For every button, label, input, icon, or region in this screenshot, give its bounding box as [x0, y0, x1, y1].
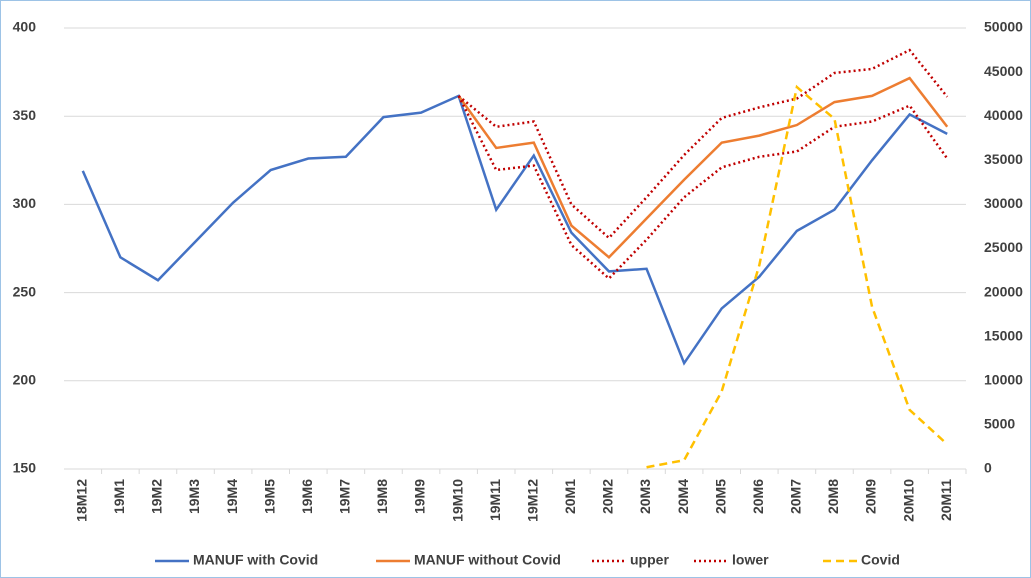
x-tick-label: 20M7: [788, 479, 804, 514]
y2-tick-label: 45000: [984, 63, 1023, 79]
y2-tick-label: 10000: [984, 372, 1023, 388]
x-tick-label: 19M9: [412, 479, 428, 514]
x-tick-label: 20M5: [712, 479, 728, 514]
y-tick-label: 200: [13, 372, 37, 388]
legend-label: lower: [732, 552, 769, 568]
y2-tick-label: 15000: [984, 327, 1023, 343]
y-tick-label: 350: [13, 107, 37, 123]
y-tick-label: 400: [13, 19, 37, 35]
x-tick-label: 20M9: [863, 479, 879, 514]
series-line: [457, 95, 949, 281]
y-tick-label: 250: [13, 283, 37, 299]
legend-label: upper: [630, 552, 669, 568]
x-tick-label: 19M5: [261, 479, 277, 514]
legend-label: MANUF without Covid: [414, 552, 561, 568]
x-tick-label: 19M12: [524, 479, 540, 522]
y-tick-label: 300: [13, 195, 37, 211]
x-tick-label: 19M8: [374, 479, 390, 514]
x-tick-label: 20M1: [562, 479, 578, 514]
y2-tick-label: 40000: [984, 107, 1023, 123]
y2-tick-label: 25000: [984, 239, 1023, 255]
legend-label: Covid: [861, 552, 900, 568]
y2-tick-label: 50000: [984, 19, 1023, 35]
x-tick-label: 20M10: [900, 479, 916, 522]
series-line: [646, 84, 949, 469]
x-tick-label: 20M3: [637, 479, 653, 514]
series-line: [457, 48, 949, 240]
x-tick-label: 20M11: [938, 479, 954, 521]
y2-tick-label: 0: [984, 460, 992, 476]
x-tick-label: 19M2: [149, 479, 165, 514]
series-line: [81, 94, 948, 366]
x-tick-label: 20M8: [825, 479, 841, 514]
y2-tick-label: 5000: [984, 416, 1015, 432]
y2-tick-label: 35000: [984, 151, 1023, 167]
x-tick-label: 20M6: [750, 479, 766, 514]
x-tick-label: 20M2: [600, 479, 616, 514]
x-tick-label: 19M4: [224, 479, 240, 514]
legend-label: MANUF with Covid: [193, 552, 318, 568]
y-tick-label: 150: [13, 460, 37, 476]
x-tick-label: 19M11: [487, 479, 503, 521]
x-tick-label: 20M4: [675, 479, 691, 514]
x-tick-label: 19M7: [337, 479, 353, 514]
y2-tick-label: 30000: [984, 195, 1023, 211]
x-tick-label: 19M3: [186, 479, 202, 514]
x-tick-label: 19M1: [111, 479, 127, 514]
x-tick-label: 18M12: [73, 479, 89, 522]
y2-tick-label: 20000: [984, 283, 1023, 299]
x-tick-label: 19M6: [299, 479, 315, 514]
series-line: [457, 76, 949, 260]
x-tick-label: 19M10: [449, 479, 465, 522]
